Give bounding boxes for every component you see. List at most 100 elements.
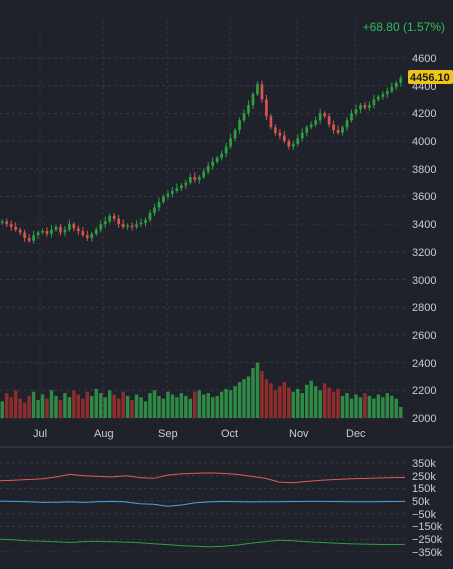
candle-body	[72, 224, 76, 229]
candle-body	[399, 77, 403, 83]
candle-body	[251, 94, 255, 106]
indicator-tick: −350k	[412, 547, 443, 559]
indicator-line	[0, 472, 406, 484]
candle-body	[36, 232, 40, 236]
volume-bar	[327, 387, 331, 418]
candle-body	[130, 225, 134, 227]
candle-body	[5, 221, 9, 225]
candle-body	[108, 215, 112, 222]
volume-bar	[54, 395, 58, 418]
candle-body	[77, 228, 80, 232]
volume-bar	[103, 397, 107, 418]
candle-body	[45, 231, 49, 234]
candle-body	[345, 120, 349, 128]
volume-bar	[85, 391, 90, 418]
volume-bar	[148, 393, 152, 418]
candle-body	[9, 224, 13, 227]
price-tick: 2800	[412, 302, 436, 314]
volume-bar	[354, 394, 358, 418]
volume-bar	[184, 395, 188, 418]
indicator-line	[0, 538, 406, 548]
volume-bar	[143, 401, 148, 418]
candle-body	[377, 96, 380, 100]
candle-body	[171, 190, 174, 194]
price-tick: 2000	[412, 413, 436, 425]
candle-body	[18, 229, 22, 233]
indicator-tick: 150k	[412, 483, 436, 495]
candle-body	[0, 221, 4, 223]
indicator-axis[interactable]: 350k 250k 150k 50k −50k −150k −250k −350…	[412, 458, 443, 559]
volume-bar	[9, 397, 13, 418]
volume-bar	[233, 386, 237, 418]
candle-body	[359, 105, 362, 110]
candle-body	[247, 105, 250, 114]
volume-bar	[197, 390, 201, 418]
price-gridlines	[0, 20, 405, 553]
volume-bar	[22, 402, 27, 418]
candle-body	[394, 82, 398, 88]
indicator-tick: −250k	[412, 534, 443, 546]
candle-body	[211, 161, 215, 166]
volume-bar	[291, 391, 296, 418]
candle-body	[144, 220, 147, 223]
candle-body	[85, 235, 89, 238]
candle-body	[14, 226, 18, 230]
candle-body	[126, 225, 129, 227]
volume-bar	[134, 394, 139, 418]
candle-body	[166, 193, 170, 197]
volume-bar	[255, 362, 260, 418]
candle-body	[27, 238, 31, 241]
volume-bar	[139, 397, 143, 418]
candle-body	[220, 153, 223, 158]
candle-body	[41, 231, 44, 233]
volume-bar	[36, 400, 40, 418]
indicator-tick: 250k	[412, 471, 436, 483]
volume-bar	[313, 386, 318, 418]
volume-bars	[0, 362, 403, 418]
candle-body	[282, 135, 286, 142]
price-tick: 3200	[412, 247, 436, 259]
candle-body	[318, 113, 322, 121]
month-label-oct: Oct	[221, 428, 238, 440]
candlesticks	[0, 75, 403, 244]
time-axis[interactable]: Jul Aug Sep Oct Nov Dec	[33, 428, 366, 440]
volume-bar	[202, 394, 206, 418]
volume-bar	[322, 383, 327, 418]
candle-body	[162, 196, 165, 202]
last-price-label: 4456.10	[410, 72, 450, 84]
volume-bar	[287, 387, 291, 418]
month-label-jul: Jul	[33, 428, 47, 440]
candle-body	[287, 141, 291, 147]
volume-bar	[300, 393, 304, 418]
candle-body	[229, 138, 232, 147]
candle-body	[135, 224, 138, 227]
volume-bar	[90, 395, 94, 418]
candle-body	[103, 221, 107, 225]
volume-bar	[166, 391, 170, 418]
volume-bar	[309, 380, 313, 418]
candle-body	[381, 94, 385, 97]
candle-body	[291, 143, 295, 147]
candle-body	[336, 130, 340, 133]
volume-bar	[116, 398, 121, 418]
volume-bar	[251, 368, 255, 418]
volume-bar	[260, 370, 264, 418]
price-tick: 3000	[412, 275, 436, 287]
candle-body	[180, 185, 183, 189]
volume-bar	[170, 394, 175, 418]
candle-body	[233, 130, 237, 139]
price-tick: 4000	[412, 136, 436, 148]
volume-bar	[219, 391, 224, 418]
candle-body	[256, 84, 259, 94]
indicator-line	[0, 500, 406, 507]
volume-bar	[358, 397, 363, 418]
price-tick: 2200	[412, 385, 436, 397]
candle-body	[112, 215, 116, 219]
candle-body	[206, 166, 210, 172]
volume-bar	[125, 395, 130, 418]
volume-bar	[157, 395, 161, 418]
candle-body	[215, 157, 219, 162]
volume-bar	[390, 395, 394, 418]
candle-body	[350, 113, 353, 121]
